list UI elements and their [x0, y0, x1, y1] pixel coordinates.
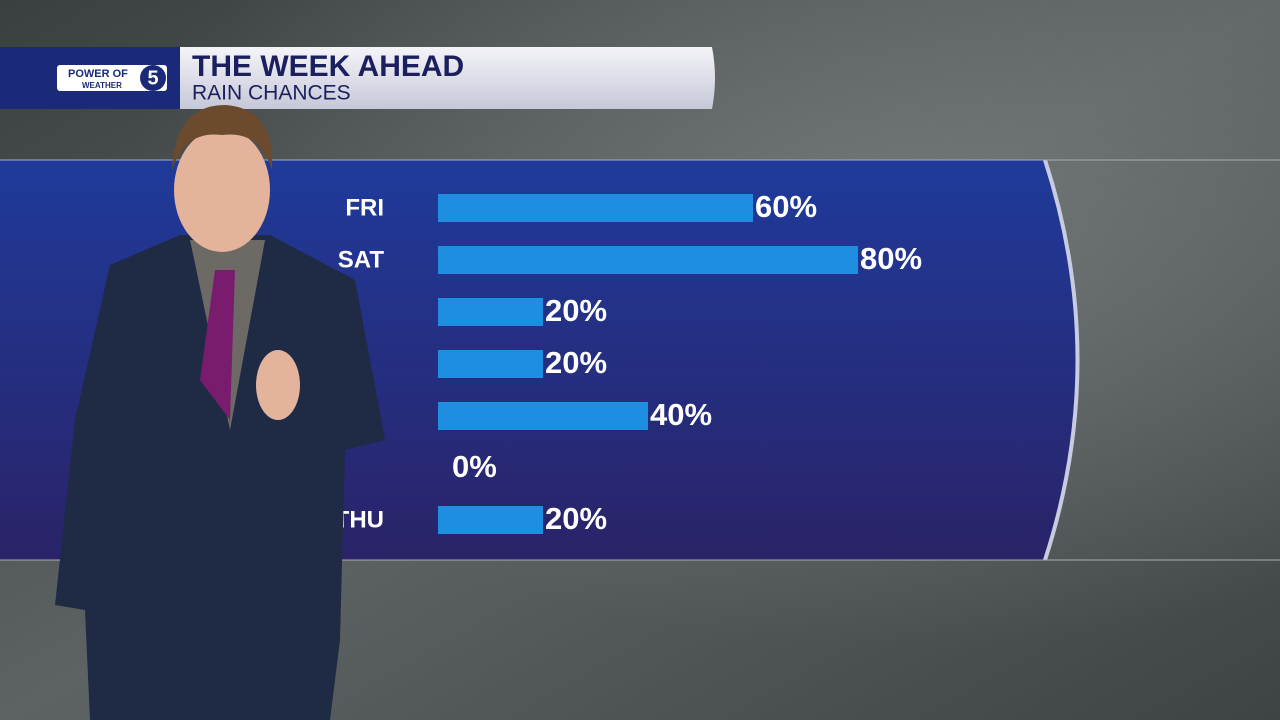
bar — [438, 402, 648, 430]
presenter-hair — [172, 105, 273, 170]
value-label: 60% — [755, 189, 817, 224]
value-label: 20% — [545, 501, 607, 536]
category-label: FRI — [345, 194, 384, 221]
category-label: SAT — [338, 246, 385, 273]
panel-edge — [1043, 159, 1080, 561]
bar — [438, 506, 543, 534]
presenter-head — [174, 128, 270, 252]
logo-text: WEATHER — [82, 81, 122, 90]
logo-number: 5 — [147, 67, 158, 89]
title-bar — [178, 47, 715, 109]
value-label: 40% — [650, 397, 712, 432]
bar — [438, 246, 858, 274]
chart-subtitle: RAIN CHANCES — [192, 82, 351, 105]
presenter-hand — [256, 350, 300, 420]
logo-badge — [57, 65, 167, 91]
value-label: 0% — [452, 449, 497, 484]
bar — [438, 194, 753, 222]
bar — [438, 298, 543, 326]
chart-title: THE WEEK AHEAD — [192, 50, 464, 83]
bar-chart: FRI 60%SAT 80%20%20%40%0%THU 20% — [335, 189, 922, 536]
value-label: 20% — [545, 345, 607, 380]
presenter-suit — [55, 235, 385, 720]
presenter-tie — [200, 270, 235, 420]
logo-circle — [140, 65, 166, 91]
bar — [438, 350, 543, 378]
logo-text: POWER OF — [68, 68, 128, 80]
value-label: 20% — [545, 293, 607, 328]
presenter — [55, 105, 385, 720]
value-label: 80% — [860, 241, 922, 276]
